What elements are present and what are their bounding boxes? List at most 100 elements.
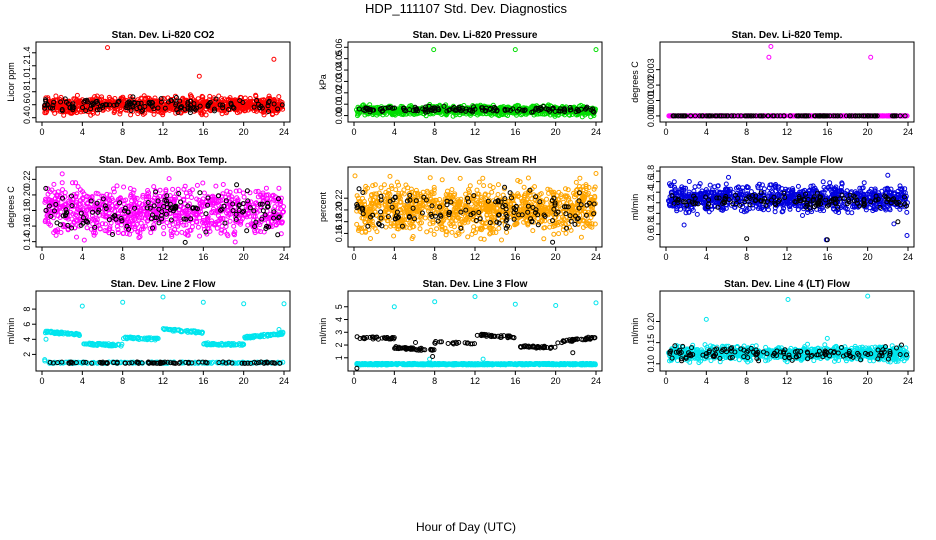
data-point xyxy=(158,96,164,102)
x-tick-label: 12 xyxy=(782,127,792,137)
data-point xyxy=(98,103,103,109)
data-point xyxy=(541,236,547,242)
data-point xyxy=(189,195,194,200)
data-point xyxy=(88,112,94,118)
y-tick-label: 0.05 xyxy=(334,50,344,68)
data-point xyxy=(199,106,204,111)
figure-title: HDP_111107 Std. Dev. Diagnostics xyxy=(365,1,568,16)
data-point xyxy=(427,175,433,181)
data-point xyxy=(352,173,358,179)
data-point xyxy=(64,109,70,115)
data-point xyxy=(251,104,257,110)
data-point xyxy=(240,190,246,196)
data-point xyxy=(383,224,389,230)
data-point xyxy=(75,184,81,190)
x-tick-label: 24 xyxy=(903,127,913,137)
data-point xyxy=(155,105,161,111)
data-point xyxy=(449,187,455,192)
data-point xyxy=(51,181,57,187)
data-point xyxy=(254,108,259,114)
data-point xyxy=(868,54,874,60)
data-point xyxy=(226,107,232,112)
data-point xyxy=(476,179,482,185)
data-point xyxy=(240,100,246,105)
data-point xyxy=(578,234,584,240)
data-point xyxy=(220,182,226,187)
data-point xyxy=(130,94,136,100)
x-tick-label: 20 xyxy=(551,127,561,137)
y-tick-label: 1.0 xyxy=(22,72,32,85)
data-point xyxy=(94,93,100,99)
data-point xyxy=(220,102,226,108)
data-point xyxy=(211,106,217,112)
data-point xyxy=(173,95,179,100)
data-point xyxy=(139,96,145,102)
y-tick-label: 1.2 xyxy=(22,60,32,73)
data-point xyxy=(276,94,282,100)
data-point xyxy=(127,94,133,100)
data-point xyxy=(271,101,277,107)
data-point xyxy=(213,96,219,102)
data-point xyxy=(84,99,90,105)
data-point xyxy=(226,97,232,103)
data-point xyxy=(179,104,184,110)
data-point xyxy=(197,103,203,109)
data-point xyxy=(391,233,397,239)
data-point xyxy=(259,97,265,103)
data-point xyxy=(168,98,174,104)
data-point xyxy=(88,106,94,112)
x-tick-label: 12 xyxy=(158,252,168,262)
data-point xyxy=(372,182,378,188)
x-tick-label: 16 xyxy=(510,252,520,262)
data-point xyxy=(170,186,176,192)
y-tick-label: 0.22 xyxy=(22,171,32,189)
data-point xyxy=(261,112,267,118)
data-point xyxy=(136,235,142,241)
data-point xyxy=(81,237,87,243)
x-tick-label: 8 xyxy=(432,252,437,262)
data-point xyxy=(148,230,154,236)
data-point xyxy=(378,185,384,191)
data-point xyxy=(263,103,269,109)
data-point xyxy=(59,180,65,186)
data-point xyxy=(42,102,48,108)
data-point xyxy=(428,227,434,233)
x-tick-label: 20 xyxy=(239,252,249,262)
data-point xyxy=(120,96,126,102)
x-tick-label: 4 xyxy=(80,127,85,137)
data-point xyxy=(266,93,272,99)
y-axis-label: kPa xyxy=(318,74,328,90)
data-point xyxy=(187,92,193,98)
data-point xyxy=(234,110,240,116)
data-point xyxy=(263,185,269,191)
data-point xyxy=(198,108,204,114)
data-point xyxy=(151,111,157,117)
x-tick-label: 4 xyxy=(80,252,85,262)
data-point xyxy=(573,179,579,185)
data-point xyxy=(374,229,380,235)
data-point xyxy=(219,111,225,117)
data-point xyxy=(59,171,65,177)
data-point xyxy=(51,99,57,105)
data-point xyxy=(121,184,127,190)
data-point xyxy=(244,228,250,234)
data-point xyxy=(521,184,527,190)
data-point xyxy=(231,223,237,229)
x-tick-label: 24 xyxy=(279,127,289,137)
data-point xyxy=(531,201,537,206)
x-tick-label: 4 xyxy=(392,252,397,262)
data-point xyxy=(42,105,48,111)
data-point xyxy=(216,107,222,113)
data-point xyxy=(357,109,363,115)
x-tick-label: 0 xyxy=(351,127,356,137)
data-point xyxy=(94,107,100,113)
y-tick-label: 0.02 xyxy=(334,84,344,102)
x-tick-label: 20 xyxy=(239,127,249,137)
x-tick-label: 8 xyxy=(744,127,749,137)
panel-5: Stan. Dev. Gas Stream RH0 4 8 12 16 20 240.160… xyxy=(318,155,603,262)
data-point xyxy=(206,101,212,107)
x-tick-label: 4 xyxy=(392,127,397,137)
data-point xyxy=(78,109,84,115)
